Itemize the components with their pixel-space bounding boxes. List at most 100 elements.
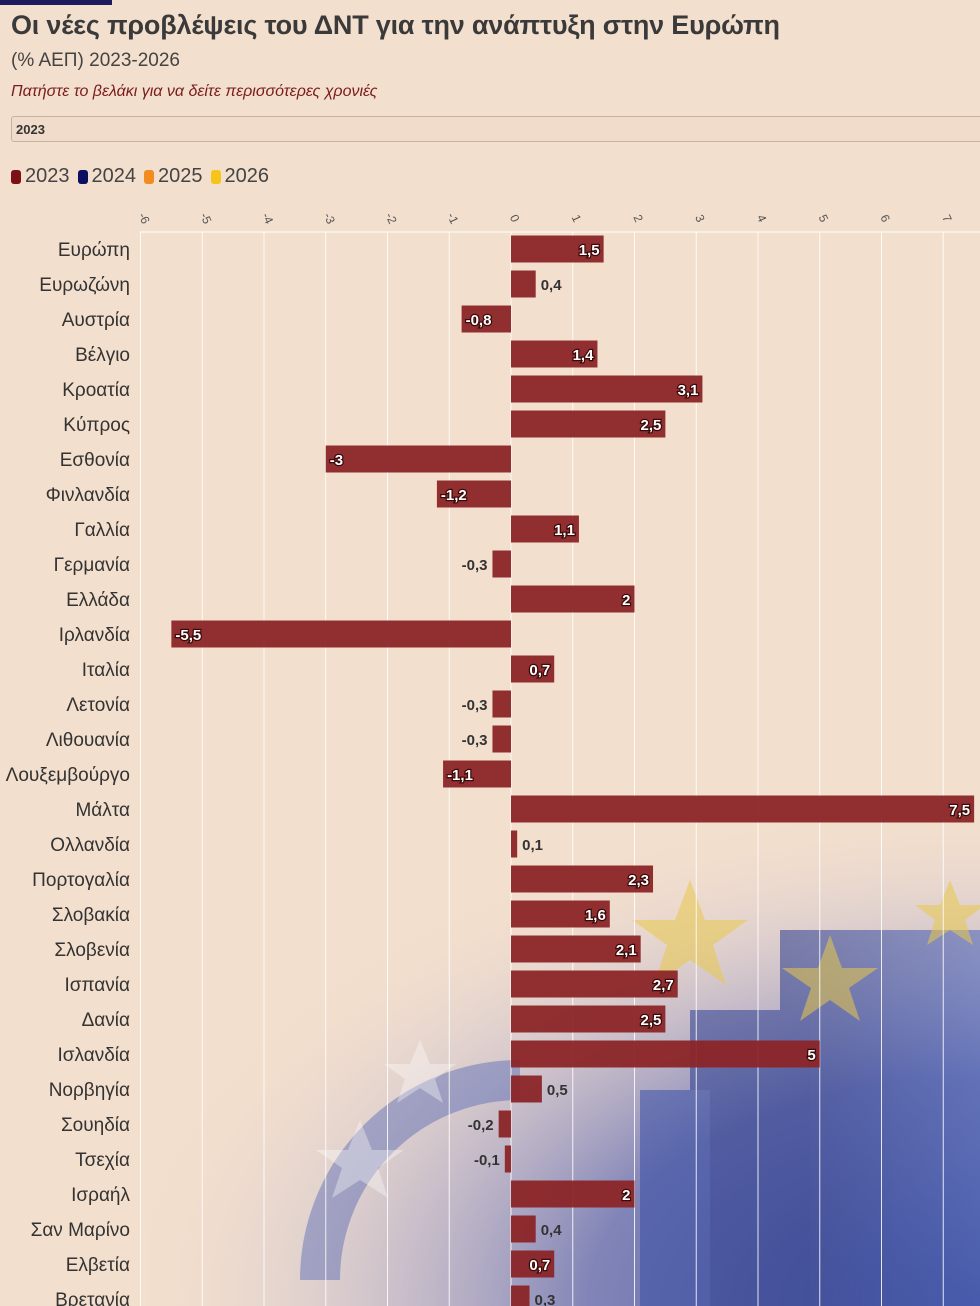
- category-label: Ολλανδία: [50, 835, 130, 856]
- category-label: Κύπρος: [63, 415, 130, 436]
- bar: [511, 1215, 536, 1243]
- bar: [511, 935, 641, 963]
- x-tick-label: -2: [383, 211, 400, 227]
- value-label: 3,1: [678, 382, 699, 399]
- x-tick-label: 4: [754, 212, 770, 224]
- category-label: Φινλανδία: [46, 485, 130, 506]
- value-label: 0,1: [522, 837, 543, 854]
- x-tick-label: 5: [816, 212, 832, 224]
- value-label: -5,5: [175, 627, 201, 644]
- category-label: Ευρώπη: [58, 240, 130, 261]
- value-label: 1,1: [554, 522, 575, 539]
- value-label: 2: [622, 592, 630, 609]
- value-label: -0,1: [474, 1152, 500, 1169]
- category-label: Αυστρία: [62, 310, 130, 331]
- category-label: Ελλάδα: [66, 590, 130, 611]
- legend-label-2025: 2025: [158, 165, 203, 187]
- legend: 2023 2024 2025 2026: [11, 165, 269, 188]
- category-label: Λιθουανία: [46, 730, 130, 751]
- value-label: 1,4: [573, 347, 595, 364]
- value-label: 0,3: [535, 1292, 556, 1306]
- bar: [461, 305, 511, 333]
- category-label: Γερμανία: [54, 555, 130, 576]
- bar: [511, 585, 635, 613]
- x-tick-label: -6: [136, 211, 153, 227]
- bar: [511, 1250, 555, 1278]
- bar-chart: -6 -5 -4 -3 -2 -1 0 1 2 3 4 5 6 7 Ευρώπη 1,5 Ευρωζώνη 0,4…: [6, 211, 980, 1306]
- legend-label-2024: 2024: [91, 165, 137, 187]
- year-selector[interactable]: 2023: [11, 116, 980, 142]
- category-label: Νορβηγία: [49, 1080, 130, 1101]
- year-hint: Πατήστε το βελάκι για να δείτε περισσότε…: [11, 83, 378, 100]
- x-tick-label: 3: [692, 212, 708, 224]
- category-label: Ισλανδία: [58, 1045, 130, 1066]
- value-label: -1,1: [447, 767, 473, 784]
- category-label: Δανία: [82, 1010, 130, 1031]
- category-label: Μάλτα: [75, 800, 130, 821]
- category-label: Βέλγιο: [75, 345, 130, 366]
- category-label: Σουηδία: [61, 1115, 130, 1136]
- bar: [511, 970, 678, 998]
- x-tick-label: -1: [444, 211, 461, 227]
- value-label: 2: [622, 1187, 630, 1204]
- legend-swatch-2024: [77, 169, 88, 184]
- bar: [511, 375, 703, 403]
- bar: [504, 1145, 511, 1173]
- x-tick-label: 2: [630, 212, 646, 224]
- chart-title: Οι νέες προβλέψεις του ΔΝΤ για την ανάπτ…: [11, 10, 780, 40]
- category-label: Κροατία: [62, 380, 130, 401]
- bar: [511, 410, 666, 438]
- category-label: Λουξεμβούργο: [6, 765, 130, 786]
- bar: [171, 620, 511, 648]
- category-label: Ισραήλ: [71, 1185, 130, 1206]
- value-label: -0,8: [466, 312, 492, 329]
- category-label: Ισπανία: [64, 975, 130, 996]
- bar: [511, 1075, 542, 1103]
- x-tick-label: -4: [259, 211, 276, 227]
- value-label: -3: [330, 452, 343, 469]
- bar: [511, 235, 604, 263]
- category-label: Σαν Μαρίνο: [31, 1220, 130, 1241]
- value-label: 2,5: [641, 417, 662, 434]
- category-label: Σλοβενία: [54, 940, 130, 961]
- bar: [511, 1005, 666, 1033]
- value-label: -0,3: [462, 732, 488, 749]
- bar: [511, 515, 579, 543]
- legend-item-2025[interactable]: 2025: [144, 165, 203, 188]
- bar: [511, 1040, 820, 1068]
- value-label: 1,6: [585, 907, 606, 924]
- bar: [492, 725, 511, 753]
- value-label: 2,3: [628, 872, 649, 889]
- bar: [511, 655, 555, 683]
- category-label: Ευρωζώνη: [39, 275, 130, 296]
- legend-swatch-2023: [11, 169, 21, 184]
- bar: [443, 760, 511, 788]
- value-label: 1,5: [579, 242, 600, 259]
- bar: [511, 900, 610, 928]
- top-accent-bar: [0, 0, 112, 5]
- category-label: Τσεχία: [75, 1150, 130, 1171]
- category-label: Λετονία: [66, 695, 130, 716]
- category-label: Σλοβακία: [52, 905, 130, 926]
- bar: [492, 690, 511, 718]
- legend-item-2023[interactable]: 2023: [11, 165, 70, 188]
- value-label: 0,7: [529, 662, 550, 679]
- legend-swatch-2026: [210, 169, 221, 184]
- legend-item-2024[interactable]: 2024: [77, 165, 137, 188]
- legend-label-2023: 2023: [25, 165, 70, 187]
- category-label: Γαλλία: [74, 520, 130, 541]
- value-label: 2,7: [653, 977, 674, 994]
- legend-item-2026[interactable]: 2026: [210, 165, 270, 188]
- bar: [325, 445, 511, 473]
- bar: [492, 550, 511, 578]
- legend-swatch-2025: [144, 169, 154, 184]
- bar: [511, 795, 975, 823]
- category-label: Ελβετία: [66, 1255, 130, 1276]
- x-tick-label: 0: [507, 212, 523, 224]
- x-tick-label: -3: [321, 211, 338, 227]
- value-label: -0,3: [462, 557, 488, 574]
- value-label: -0,2: [468, 1117, 494, 1134]
- category-label: Βρετανία: [55, 1290, 130, 1306]
- legend-label-2026: 2026: [224, 165, 270, 187]
- value-label: 0,4: [541, 277, 563, 294]
